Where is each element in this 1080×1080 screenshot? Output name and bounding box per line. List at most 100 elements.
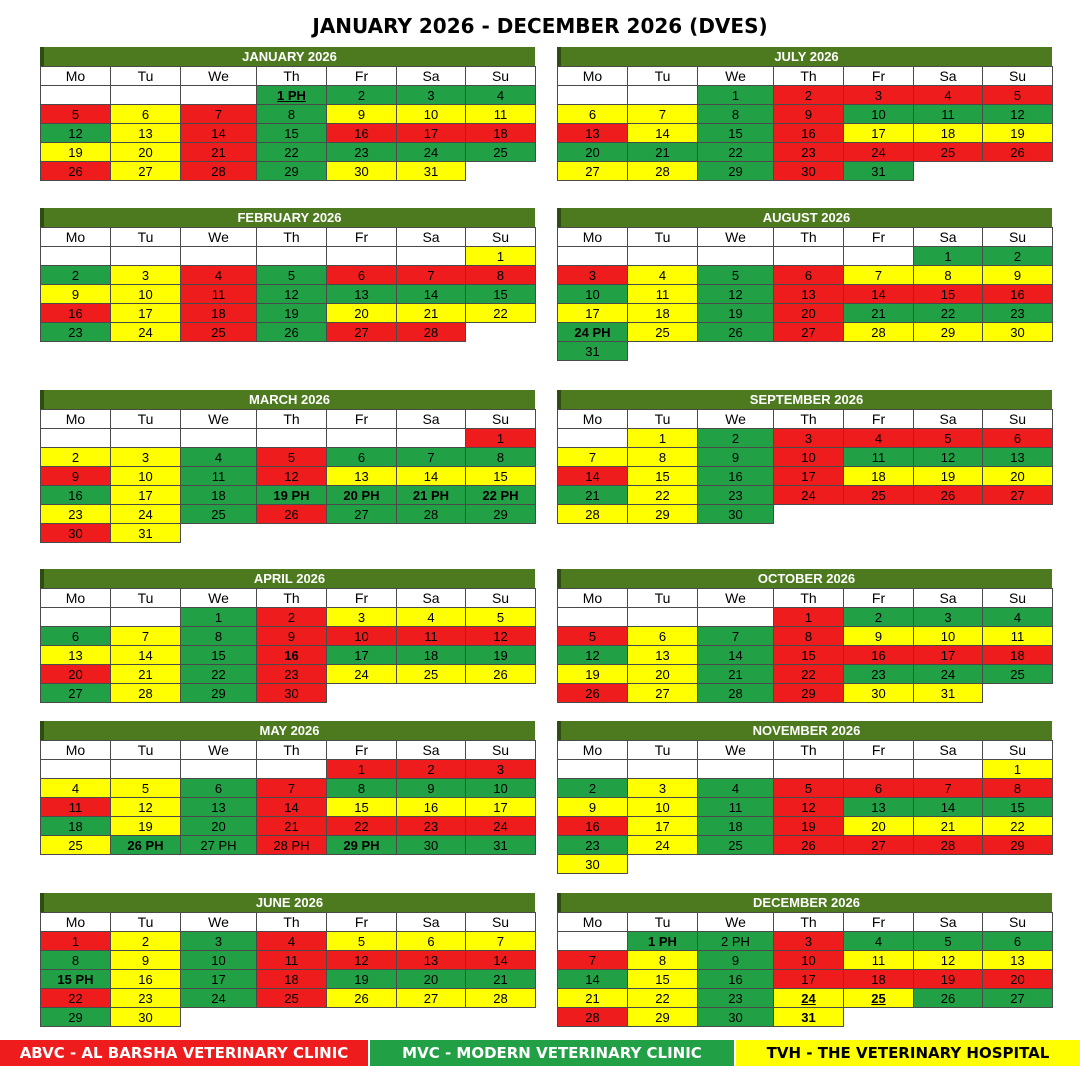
day-cell: 18 [627,303,698,323]
day-cell: 21 [843,303,914,323]
day-cell: 31 [913,683,983,703]
month-header: JANUARY 2026 [40,47,535,66]
day-cell: 21 [256,816,327,836]
day-cell: 7 [697,626,774,646]
day-cell: 5 [465,607,536,627]
day-cell: 3 [773,931,844,951]
week-row: 20 21 22 23 24 25 26 [40,664,536,684]
day-cell: 17 [326,645,397,665]
empty-cell [181,1008,257,1027]
day-cell: 2 [326,85,397,105]
month-header: APRIL 2026 [40,569,535,588]
day-cell: 20 [180,816,257,836]
day-cell: 19 [913,969,983,989]
day-cell: 19 [326,969,397,989]
day-cell: 3 [557,265,628,285]
day-cell: 2 [110,931,181,951]
day-cell: 17 [627,816,698,836]
month-table: Mo Tu We Th Fr Sa Su 1 2 3 4 5 6 7 8 9 10 11 12 13 14 15 16 17 1… [557,227,1053,361]
blank-day-cell [697,759,774,779]
day-cell: 15 [773,645,844,665]
empty-cell [983,684,1053,703]
week-row: 1 [557,759,1053,779]
day-cell: 4 [180,265,257,285]
weekday-label: We [180,912,257,932]
day-cell: 22 [913,303,983,323]
empty-cell [844,855,914,874]
day-cell: 20 [843,816,914,836]
day-cell: 22 [627,988,698,1008]
day-cell: 12 [773,797,844,817]
day-cell: 2 [40,265,111,285]
month-table: Mo Tu We Th Fr Sa Su 1 PH 2 PH 3 4 5 6 7 8 9 10 11 12 13 14 1… [557,912,1053,1027]
day-cell: 20 [982,466,1053,486]
day-cell: 25 [627,322,698,342]
day-cell: 15 [256,123,327,143]
day-cell: 8 [40,950,111,970]
blank-day-cell [110,428,181,448]
day-cell: 28 PH [256,835,327,855]
month-table: Mo Tu We Th Fr Sa Su 1 PH 2 3 4 5 6 7 8 9 10 11 12 13 14 15 16… [40,66,536,181]
week-row: 23 24 25 26 27 28 29 [557,835,1053,855]
weekday-label: Sa [913,66,983,86]
day-cell: 26 [913,988,983,1008]
weekday-label: Tu [627,588,698,608]
empty-cell [181,524,257,543]
day-cell: 25 [180,322,257,342]
day-cell: 21 [557,988,628,1008]
blank-day-cell [773,246,844,266]
day-cell: 28 [697,683,774,703]
empty-cell [397,1008,466,1027]
day-cell: 29 [982,835,1053,855]
weekday-label: Mo [40,409,111,429]
day-cell: 7 [843,265,914,285]
day-cell: 21 PH [396,485,466,505]
legend-tvh: TVH - THE VETERINARY HOSPITAL [736,1040,1080,1066]
day-cell: 23 [40,504,111,524]
empty-cell [844,1008,914,1027]
day-cell: 28 [557,1007,628,1027]
day-cell: 16 [843,645,914,665]
day-cell: 1 [627,428,698,448]
day-cell: 20 [326,303,397,323]
day-cell: 17 [843,123,914,143]
weekday-label: Mo [40,588,111,608]
week-row: 16 17 18 19 PH 20 PH 21 PH 22 PH [40,485,536,505]
day-cell: 4 [843,428,914,448]
day-cell: 9 [773,104,844,124]
day-cell: 21 [697,664,774,684]
week-row: 6 7 8 9 10 11 12 [40,626,536,646]
day-cell: 9 [697,447,774,467]
empty-cell [914,162,983,181]
month-header: FEBRUARY 2026 [40,208,535,227]
day-cell: 3 [110,265,181,285]
day-cell: 9 [396,778,466,798]
month-table: Mo Tu We Th Fr Sa Su 1 2 3 4 5 6 7 8 9 10 11 12 13 14 15 16 17 1… [557,740,1053,874]
blank-day-cell [396,246,466,266]
day-cell: 1 [465,246,536,266]
empty-cell [983,505,1053,524]
day-cell: 18 [843,466,914,486]
day-cell: 9 [256,626,327,646]
week-row: 9 10 11 12 13 14 15 [557,797,1053,817]
week-row: 7 8 9 10 11 12 13 [557,950,1053,970]
day-cell: 19 [40,142,111,162]
day-cell: 16 [557,816,628,836]
day-cell: 18 [465,123,536,143]
weekday-label: Su [465,912,536,932]
day-cell: 17 [557,303,628,323]
day-cell: 25 [913,142,983,162]
week-row: 12 13 14 15 16 17 18 [40,123,536,143]
day-cell: 24 [627,835,698,855]
day-cell: 5 [982,85,1053,105]
weekday-label: Fr [326,409,397,429]
month-block: JUNE 2026 Mo Tu We Th Fr Sa Su 1 2 3 4 5 6 7 8 9 10 11 12 13… [40,893,536,1027]
day-cell: 21 [557,485,628,505]
day-cell: 8 [982,778,1053,798]
weekday-label: Sa [913,227,983,247]
blank-day-cell [557,759,628,779]
day-cell: 23 [557,835,628,855]
day-cell: 29 [627,1007,698,1027]
